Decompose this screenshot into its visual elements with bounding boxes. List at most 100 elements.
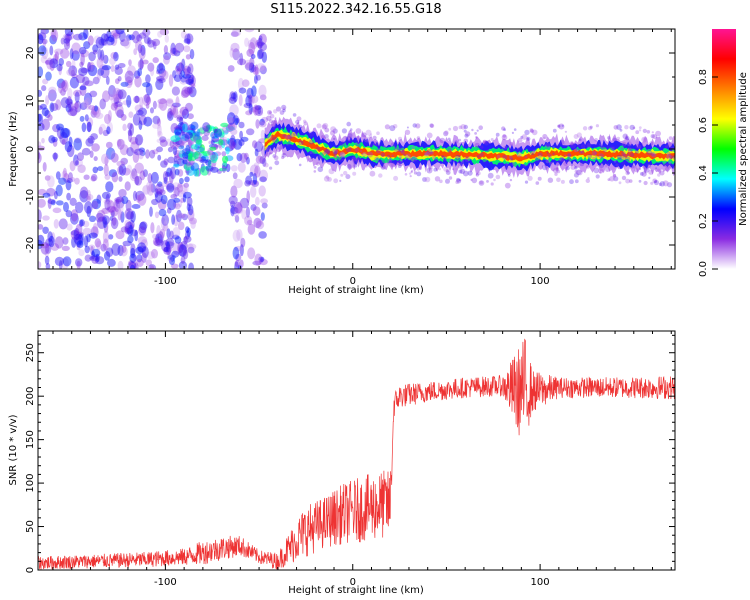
spectrogram-blob xyxy=(96,210,106,222)
spectrogram-point xyxy=(447,147,452,153)
spectrogram-blob xyxy=(166,167,173,177)
spectrogram-point xyxy=(666,151,671,156)
spectrogram-blob xyxy=(134,229,139,242)
colorbar-ticks: 0.00.20.40.60.8 xyxy=(698,69,718,277)
spectrogram-point xyxy=(509,157,514,161)
spectrogram-blob xyxy=(171,86,180,96)
spectrogram-point xyxy=(383,144,386,148)
spectrogram-point xyxy=(341,158,344,161)
spectrogram-blob xyxy=(110,102,118,111)
spectrogram-blob xyxy=(62,33,72,41)
spectrogram-blob xyxy=(49,102,55,113)
spectrogram-point xyxy=(416,171,422,177)
spectrogram-blob xyxy=(90,175,97,182)
spectrogram-blob xyxy=(152,115,161,125)
spectrogram-blob xyxy=(96,216,107,229)
colorbar: 0.00.20.40.60.8 Normalized spectral ampl… xyxy=(698,29,749,277)
spectrogram-blob xyxy=(144,93,150,104)
spectrogram-point xyxy=(444,130,449,135)
spectrogram-blob xyxy=(66,68,76,77)
spectrogram-blob xyxy=(120,211,125,223)
spectrogram-blob xyxy=(190,165,195,171)
spectrogram-point xyxy=(595,155,598,159)
spectrogram-blob xyxy=(38,113,44,125)
spectrogram-blob xyxy=(237,162,246,173)
spectrogram-blob xyxy=(136,258,144,267)
spectrogram-point xyxy=(563,142,566,146)
spectrogram-blob xyxy=(138,226,147,236)
spectrogram-blob xyxy=(66,60,72,68)
spectrogram-point xyxy=(609,176,615,182)
spectrogram-blob xyxy=(132,113,141,126)
spectrogram-blob xyxy=(109,216,114,221)
spectrogram-blob xyxy=(108,85,116,98)
spectrogram-blob xyxy=(218,167,227,172)
snr-series-line xyxy=(38,338,675,570)
spectrogram-blob xyxy=(173,214,179,227)
spectrogram-blob xyxy=(110,34,118,46)
spectrogram-blob xyxy=(104,199,111,211)
spectrogram-point xyxy=(501,134,508,141)
spectrogram-point xyxy=(610,165,616,170)
spectrogram-blob xyxy=(86,194,94,201)
spectrogram-blob xyxy=(75,160,80,166)
spectrogram-blob xyxy=(96,69,101,81)
spectrogram-blob xyxy=(105,147,116,160)
spectrogram-blob xyxy=(133,262,139,269)
spectrogram-blob xyxy=(130,229,138,237)
spectrogram-point xyxy=(298,163,302,167)
spectrogram-point xyxy=(648,176,651,179)
spectrogram-blob xyxy=(113,97,120,105)
spectrogram-blob xyxy=(70,213,79,225)
spectrogram-blob xyxy=(102,207,108,214)
spectrogram-blob xyxy=(50,103,59,111)
spectrogram-point xyxy=(575,169,582,176)
spectrogram-point xyxy=(475,136,478,139)
spectrogram-blob xyxy=(230,140,235,150)
spectrogram-point xyxy=(347,133,353,138)
spectrogram-blob xyxy=(83,92,93,106)
spectrogram-point xyxy=(380,164,386,170)
spectrogram-blob xyxy=(221,151,227,157)
spectrogram-blob xyxy=(76,240,84,248)
spectrogram-blob xyxy=(38,33,44,45)
spectrogram-blob xyxy=(100,33,109,46)
spectrogram-blob xyxy=(128,219,135,230)
spectrogram-point xyxy=(388,158,392,161)
spectrogram-blob xyxy=(52,207,62,214)
spectrogram-point xyxy=(269,166,273,170)
spectrogram-blob xyxy=(174,150,181,161)
spectrogram-point xyxy=(470,178,473,181)
spectrogram-blob xyxy=(177,221,185,231)
spectrogram-blob xyxy=(46,187,56,197)
spectrogram-blob xyxy=(45,71,52,81)
spectrogram-blob xyxy=(184,176,190,183)
spectrogram-point xyxy=(616,136,621,140)
spectrogram-point xyxy=(365,165,368,168)
spectrogram-point xyxy=(352,159,358,165)
spectrogram-point xyxy=(334,154,337,158)
spectrogram-blob xyxy=(115,78,120,85)
spectrogram-point xyxy=(658,182,663,186)
spectrogram-point xyxy=(501,126,506,131)
spectrogram-blob xyxy=(150,222,155,234)
spectrogram-blob xyxy=(138,120,143,131)
spectrogram-blob xyxy=(232,208,240,218)
spectrogram-blob xyxy=(177,182,183,188)
spectrogram-point xyxy=(282,108,286,113)
spectrogram-point xyxy=(520,135,524,139)
spectrogram-blob xyxy=(261,116,269,123)
spectrogram-point xyxy=(490,182,494,186)
spectrogram-blob xyxy=(163,55,170,65)
spectrogram-point xyxy=(390,142,396,148)
spectrogram-blob xyxy=(157,198,167,210)
spectrogram-blob xyxy=(239,130,244,140)
spectrogram-blob xyxy=(123,36,131,49)
spectrogram-blob xyxy=(178,261,187,269)
spectrogram-blob xyxy=(186,66,191,74)
spectrogram-blob xyxy=(78,32,88,41)
spectrogram-point xyxy=(323,176,330,182)
spectrogram-blob xyxy=(49,58,55,71)
spectrogram-point xyxy=(372,141,378,147)
spectrogram-point xyxy=(563,161,568,167)
